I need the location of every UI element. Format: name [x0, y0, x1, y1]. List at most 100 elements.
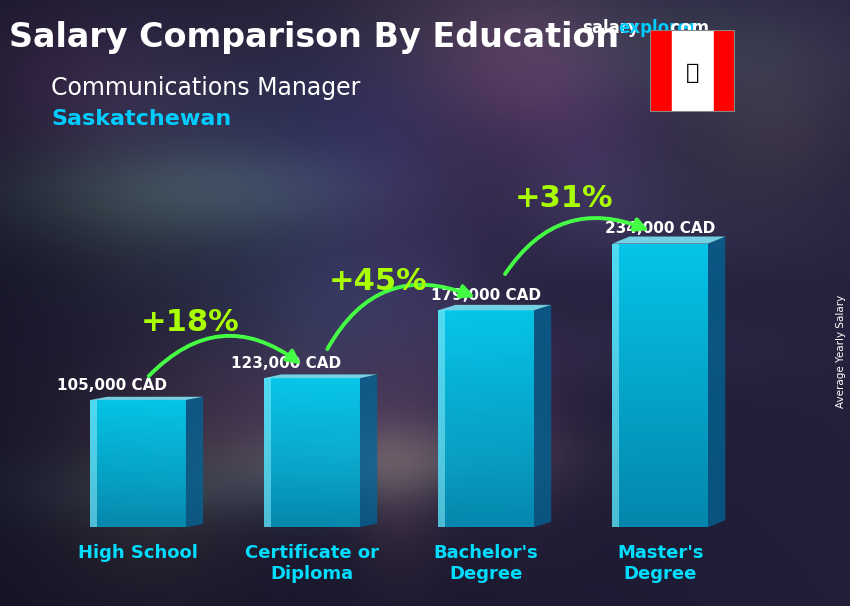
Bar	[90, 419, 186, 421]
Bar	[612, 247, 708, 251]
Bar	[90, 408, 186, 410]
Bar	[264, 434, 360, 436]
Bar	[90, 403, 186, 405]
Bar	[439, 343, 534, 345]
Bar	[612, 403, 708, 407]
Bar	[264, 522, 360, 524]
Bar	[90, 451, 186, 453]
Bar	[612, 396, 708, 399]
Bar	[264, 475, 360, 477]
Bar	[439, 384, 534, 386]
Bar	[264, 454, 360, 456]
Bar	[439, 441, 534, 443]
Bar	[90, 402, 186, 403]
Bar	[264, 501, 360, 503]
Bar	[264, 387, 360, 389]
Bar	[90, 500, 186, 502]
Bar	[612, 393, 708, 396]
Bar	[439, 354, 534, 356]
Bar	[439, 345, 534, 348]
Bar	[90, 457, 186, 459]
Bar	[612, 261, 708, 265]
Bar	[612, 361, 708, 364]
Text: salary: salary	[582, 19, 639, 38]
Bar	[714, 30, 735, 112]
Bar	[90, 444, 186, 446]
Bar	[439, 470, 534, 473]
Bar	[612, 347, 708, 350]
Bar	[439, 416, 534, 419]
Bar	[439, 364, 534, 367]
Bar	[90, 441, 186, 443]
Bar	[439, 335, 534, 338]
Polygon shape	[90, 397, 203, 400]
Bar	[612, 255, 708, 258]
Bar	[264, 479, 360, 481]
Text: +45%: +45%	[329, 267, 428, 296]
Bar	[612, 272, 708, 276]
Text: 179,000 CAD: 179,000 CAD	[431, 288, 541, 303]
Bar	[90, 471, 186, 473]
Bar	[612, 439, 708, 442]
Bar	[264, 428, 360, 430]
Bar	[612, 506, 708, 510]
Bar	[612, 399, 708, 403]
Bar	[439, 310, 534, 313]
Bar	[90, 489, 186, 491]
Bar	[439, 484, 534, 487]
Bar	[612, 286, 708, 290]
Bar	[264, 408, 360, 410]
Bar	[264, 503, 360, 505]
Bar	[264, 520, 360, 522]
Bar	[439, 451, 534, 454]
Bar	[264, 397, 360, 399]
Bar	[90, 514, 186, 516]
Bar	[439, 424, 534, 427]
Bar	[612, 445, 708, 449]
Bar	[90, 430, 186, 431]
Bar	[439, 476, 534, 478]
Bar	[90, 467, 186, 468]
Bar	[439, 446, 534, 448]
Bar	[90, 459, 186, 461]
Bar	[264, 490, 360, 492]
Bar	[612, 343, 708, 347]
Bar	[264, 481, 360, 482]
Bar	[439, 454, 534, 457]
Polygon shape	[264, 375, 377, 378]
Bar	[439, 395, 534, 397]
Bar	[439, 505, 534, 508]
Bar	[264, 512, 360, 514]
Bar	[90, 411, 186, 413]
Polygon shape	[534, 305, 551, 527]
Bar	[439, 487, 534, 489]
Bar	[90, 422, 186, 424]
Bar	[90, 502, 186, 504]
Bar	[264, 438, 360, 439]
Bar	[264, 439, 360, 442]
Bar	[90, 449, 186, 451]
Bar	[264, 505, 360, 507]
Bar	[264, 444, 360, 445]
Bar	[90, 440, 186, 441]
Bar	[264, 436, 360, 438]
Bar	[612, 328, 708, 332]
Bar	[612, 407, 708, 410]
Bar	[612, 424, 708, 428]
Bar	[612, 499, 708, 502]
Bar	[90, 497, 186, 499]
Bar	[90, 433, 186, 435]
Bar	[439, 443, 534, 446]
Bar	[90, 473, 186, 474]
Bar	[439, 397, 534, 400]
Bar	[612, 467, 708, 470]
Bar	[264, 473, 360, 475]
Bar	[90, 484, 186, 486]
Bar	[264, 484, 360, 486]
Bar	[90, 454, 186, 456]
Bar	[90, 406, 186, 408]
Bar	[264, 382, 360, 384]
Bar	[439, 375, 534, 378]
Bar	[90, 487, 186, 489]
Bar	[264, 419, 360, 421]
